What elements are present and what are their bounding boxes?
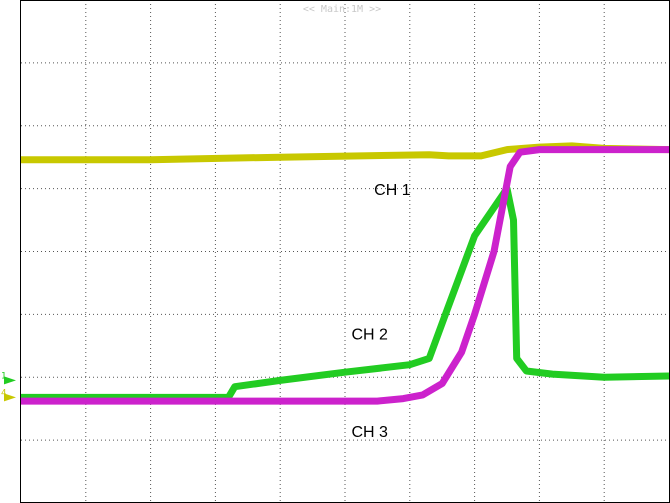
- graticule: [21, 0, 669, 503]
- trace-ch3: [21, 146, 669, 405]
- ground-markers: 14: [1, 371, 16, 402]
- ground-marker-1: [4, 376, 16, 385]
- ground-marker-label-1: 1: [1, 371, 6, 381]
- label-ch1: CH 1: [374, 182, 411, 199]
- traces: [21, 142, 670, 405]
- channel-labels: CH 1 CH 2 CH 3: [351, 182, 410, 441]
- timebase-label: << Main:1M >>: [303, 4, 381, 15]
- label-ch3: CH 3: [351, 424, 388, 441]
- ground-marker-4: [4, 393, 16, 402]
- ground-marker-label-4: 4: [1, 388, 6, 398]
- label-ch2: CH 2: [351, 327, 388, 344]
- trace-ch2: [21, 185, 670, 401]
